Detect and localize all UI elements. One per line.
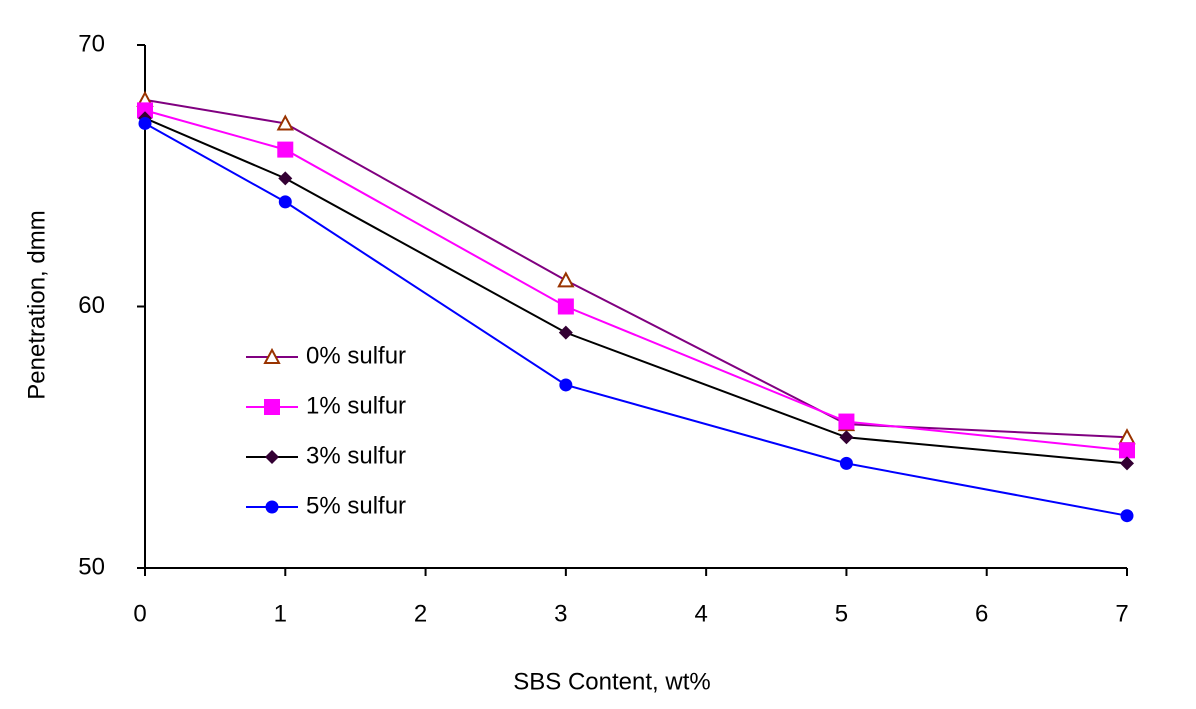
legend-marker (264, 399, 280, 415)
marker (276, 114, 294, 131)
x-tick-label: 3 (554, 600, 567, 627)
y-tick-label: 60 (78, 292, 105, 319)
legend-marker (265, 450, 279, 464)
marker (278, 171, 293, 186)
marker (558, 325, 573, 340)
marker (557, 271, 575, 288)
x-tick-label: 2 (414, 600, 427, 627)
y-axis-label: Penetration, dmm (23, 210, 50, 399)
marker (557, 298, 574, 315)
y-tick-label: 50 (78, 553, 105, 580)
marker (277, 141, 294, 158)
legend-marker (263, 347, 281, 364)
marker (839, 430, 854, 445)
x-tick-label: 1 (274, 600, 287, 627)
legend-label: 5% sulfur (306, 492, 406, 519)
marker (137, 102, 153, 119)
series-line (144, 117, 1128, 465)
marker (838, 413, 855, 430)
y-tick-label: 70 (78, 30, 105, 57)
x-tick-label: 0 (133, 600, 146, 627)
series-line (144, 109, 1128, 452)
x-tick-label: 5 (835, 600, 848, 627)
marker (138, 116, 152, 130)
legend-label: 3% sulfur (306, 442, 406, 469)
marker (1120, 509, 1134, 523)
marker (559, 378, 573, 392)
x-axis-label: SBS Content, wt% (513, 668, 710, 695)
x-tick-label: 4 (694, 600, 707, 627)
marker (278, 195, 292, 209)
x-tick-label: 7 (1115, 600, 1128, 627)
legend-label: 0% sulfur (306, 342, 406, 369)
marker (1119, 442, 1135, 459)
legend-marker (265, 500, 279, 514)
marker (1120, 456, 1134, 471)
marker (839, 456, 853, 470)
x-tick-label: 6 (975, 600, 988, 627)
legend-label: 1% sulfur (306, 392, 406, 419)
